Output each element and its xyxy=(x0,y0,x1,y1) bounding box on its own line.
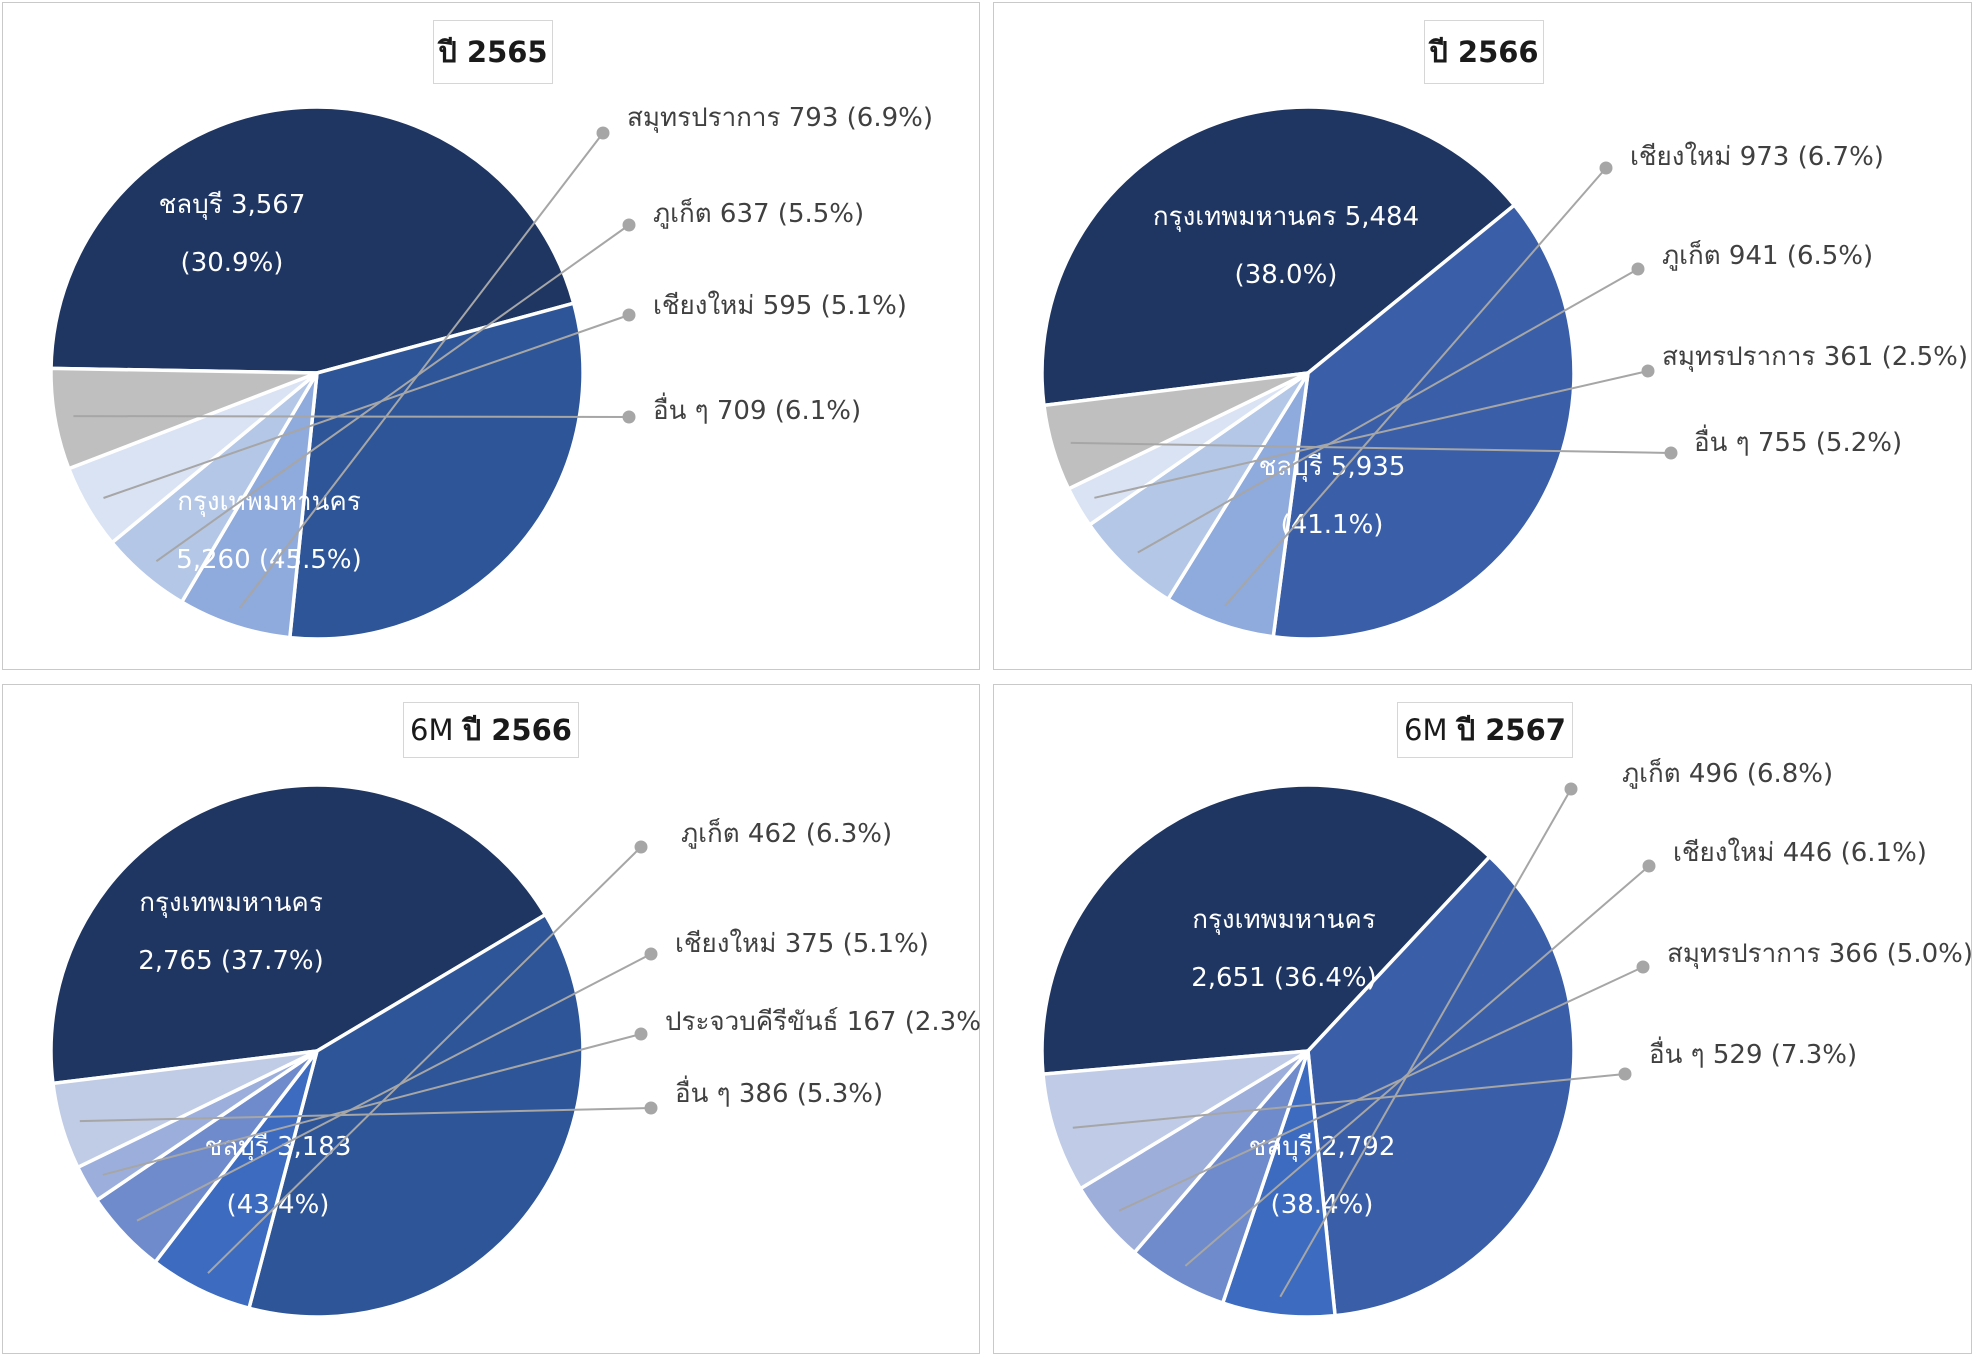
leader-dot xyxy=(1618,1067,1632,1081)
leader-dot xyxy=(622,410,636,424)
leader-line xyxy=(1072,1073,1626,1129)
chart-title-text: ปี 2566 xyxy=(462,713,572,747)
slice-callout-label: เชียงใหม่ 973 (6.7%) xyxy=(1630,142,1884,172)
leader-dot xyxy=(1642,859,1656,873)
leader-dot xyxy=(1664,446,1678,460)
slice-value-label: 2,651 (36.4%) xyxy=(1191,963,1377,993)
leader-line xyxy=(102,1033,642,1176)
slice-callout-label: สมุทรปราการ 793 (6.9%) xyxy=(627,103,933,133)
pie-slice xyxy=(51,1049,318,1170)
leader-line xyxy=(207,846,642,1274)
slice-callout-label: ประจวบคีรีขันธ์ 167 (2.3%) xyxy=(665,1007,981,1037)
chart-title-text: ปี 2567 xyxy=(1456,713,1566,747)
leader-line xyxy=(1279,788,1572,1298)
slice-callout-label: ภูเก็ต 941 (6.5%) xyxy=(1662,239,1873,271)
leader-dot xyxy=(1564,782,1578,796)
leader-dot xyxy=(1636,960,1650,974)
slice-label: กรุงเทพมหานคร xyxy=(177,487,361,517)
slice-label: กรุงเทพมหานคร 5,484 xyxy=(1153,202,1419,232)
pie-slice xyxy=(1040,105,1517,408)
chart-title: 6M ปี 2566 xyxy=(403,702,579,758)
slice-label: กรุงเทพมหานคร xyxy=(139,888,323,918)
leader-line xyxy=(103,314,630,499)
leader-line xyxy=(1137,268,1639,554)
leader-dot xyxy=(634,840,648,854)
slice-callout-label: เชียงใหม่ 595 (5.1%) xyxy=(653,291,907,321)
chart-panel-2565: กรุงเทพมหานคร 5,260 (45.5%) ชลบุรี 3,567 (3… xyxy=(2,2,980,670)
slice-callout-label: เชียงใหม่ 375 (5.1%) xyxy=(675,929,929,959)
leader-line xyxy=(238,132,604,609)
slice-label: ชลบุรี 3,567 xyxy=(159,190,306,220)
slice-label: ชลบุรี 5,935 xyxy=(1259,452,1406,482)
slice-label: กรุงเทพมหานคร xyxy=(1192,905,1376,935)
pie-slice xyxy=(1165,372,1310,639)
slice-value-label: (41.1%) xyxy=(1281,510,1384,540)
chart-title: 6M ปี 2567 xyxy=(1397,702,1573,758)
pie-slice xyxy=(1306,854,1576,1318)
slice-callout-label: ภูเก็ต 462 (6.3%) xyxy=(681,817,892,849)
pie-chart-2566: ชลบุรี 5,935 (41.1%) กรุงเทพมหานคร 5,484 (3… xyxy=(1040,105,1968,641)
leader-line xyxy=(79,1107,652,1123)
leader-line xyxy=(73,415,630,418)
pie-slice xyxy=(49,783,548,1086)
slice-value-label: (30.9%) xyxy=(181,248,284,278)
pie-slice xyxy=(179,372,319,640)
slice-callout-label: อื่น ๆ 709 (6.1%) xyxy=(653,392,861,426)
slice-value-label: (38.4%) xyxy=(1271,1190,1374,1220)
chart-title: ปี 2565 xyxy=(433,20,553,84)
leader-dot xyxy=(634,1027,648,1041)
chart-title-prefix: 6M xyxy=(1404,713,1448,747)
leader-dot xyxy=(1641,364,1655,378)
leader-dot xyxy=(1599,161,1613,175)
pie-slice xyxy=(287,301,585,641)
leader-line xyxy=(155,224,630,563)
chart-title-text: ปี 2565 xyxy=(438,35,548,69)
leader-line xyxy=(1118,966,1644,1212)
slice-callout-label: อื่น ๆ 755 (5.2%) xyxy=(1694,424,1902,458)
chart-title-prefix: 6M xyxy=(410,713,454,747)
leader-line xyxy=(1224,167,1607,607)
leader-dot xyxy=(644,947,658,961)
slice-value-label: 2,765 (37.7%) xyxy=(138,946,324,976)
leader-dot xyxy=(1631,262,1645,276)
leader-line xyxy=(1070,441,1672,454)
leader-dot xyxy=(622,218,636,232)
leader-line xyxy=(1094,370,1649,499)
slice-callout-label: ภูเก็ต 637 (5.5%) xyxy=(653,197,864,229)
pie-slice xyxy=(246,912,585,1319)
leader-dot xyxy=(622,308,636,322)
slice-value-label: (38.0%) xyxy=(1235,260,1338,290)
leader-line xyxy=(1184,865,1650,1267)
pie-slice xyxy=(49,105,576,375)
pie-slice xyxy=(1041,1049,1309,1192)
slice-callout-label: สมุทรปราการ 366 (5.0%) xyxy=(1667,939,1973,969)
slice-callout-label: อื่น ๆ 529 (7.3%) xyxy=(1649,1036,1857,1070)
pie-slice xyxy=(1040,783,1493,1077)
chart-title-text: ปี 2566 xyxy=(1429,35,1539,69)
pie-slice xyxy=(1087,371,1310,602)
leader-line xyxy=(136,953,652,1222)
slice-callout-label: อื่น ๆ 386 (5.3%) xyxy=(675,1075,883,1109)
leader-dot xyxy=(596,126,610,140)
pie-slice xyxy=(1042,371,1309,492)
pie-slice xyxy=(49,366,318,471)
leader-dot xyxy=(644,1101,658,1115)
chart-panel-2566: ชลบุรี 5,935 (41.1%) กรุงเทพมหานคร 5,484 (3… xyxy=(993,2,1972,670)
chart-title: ปี 2566 xyxy=(1424,20,1544,84)
slice-callout-label: เชียงใหม่ 446 (6.1%) xyxy=(1673,838,1927,868)
slice-callout-label: สมุทรปราการ 361 (2.5%) xyxy=(1662,342,1968,372)
slice-callout-label: ภูเก็ต 496 (6.8%) xyxy=(1622,757,1833,789)
